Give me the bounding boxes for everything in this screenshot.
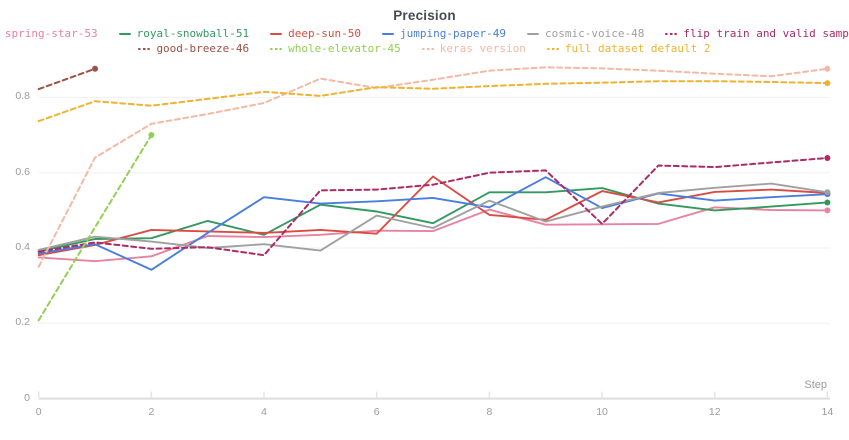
series-endpoint-royal-snowball-51[interactable] bbox=[824, 199, 831, 206]
y-tick-label-0.8: 0.8 bbox=[15, 90, 30, 103]
legend-item-label: deep-sun-50 bbox=[288, 27, 362, 40]
legend-item-whole-elevator-45[interactable]: whole-elevator-45 bbox=[270, 42, 401, 56]
legend-row-1: spring-star-53 royal-snowball-51 deep-sun-… bbox=[0, 27, 849, 41]
legend-item-jumping-paper-49[interactable]: jumping-paper-49 bbox=[382, 27, 506, 41]
y-tick-label-0.4: 0.4 bbox=[15, 241, 30, 253]
legend-row-2: good-breeze-46 whole-elevator-45 keras ver… bbox=[138, 42, 711, 56]
legend-item-royal-snowball-51[interactable]: royal-snowball-51 bbox=[118, 27, 250, 41]
dashed-line-swatch-icon bbox=[665, 32, 678, 36]
x-tick-label-6: 6 bbox=[373, 406, 380, 418]
legend-item-keras-version[interactable]: keras version bbox=[421, 42, 526, 56]
series-line-spring-star-53[interactable] bbox=[37, 206, 829, 263]
chart-title: Precision bbox=[393, 8, 456, 23]
legend-item-label: full dataset default 2 bbox=[564, 42, 711, 55]
series-line-jumping-paper-49[interactable] bbox=[37, 176, 829, 271]
legend-item-cosmic-voice-48[interactable]: cosmic-voice-48 bbox=[527, 27, 644, 41]
series-line-deep-sun-50[interactable] bbox=[37, 175, 829, 257]
series-line-cosmic-voice-48[interactable] bbox=[37, 182, 829, 252]
solid-line-swatch-icon bbox=[382, 32, 395, 36]
legend-item-label: good-breeze-46 bbox=[156, 42, 250, 55]
series-endpoint-good-breeze-46[interactable] bbox=[92, 65, 99, 72]
x-tick-label-12: 12 bbox=[708, 406, 721, 418]
y-tick-label-0.2: 0.2 bbox=[15, 316, 30, 329]
dashed-line-swatch-icon bbox=[421, 47, 434, 51]
x-tick-label-4: 4 bbox=[261, 406, 267, 418]
legend-item-full-dataset-default-2[interactable]: full dataset default 2 bbox=[546, 42, 711, 56]
x-tick-label-0: 0 bbox=[35, 406, 42, 418]
legend-item-flip-train-and-valid-sample[interactable]: flip train and valid sample bbox=[665, 27, 849, 41]
legend-item-label: jumping-paper-49 bbox=[400, 27, 506, 40]
series-line-full-dataset-default-2[interactable] bbox=[37, 80, 829, 123]
dashed-line-swatch-icon bbox=[270, 47, 283, 51]
series-endpoint-whole-elevator-45[interactable] bbox=[148, 132, 155, 139]
series-line-good-breeze-46[interactable] bbox=[37, 67, 96, 91]
series-endpoint-keras-version[interactable] bbox=[824, 65, 831, 72]
legend-item-good-breeze-46[interactable]: good-breeze-46 bbox=[138, 42, 249, 56]
x-tick-label-2: 2 bbox=[148, 406, 155, 418]
x-tick-label-10: 10 bbox=[596, 406, 608, 418]
legend-item-label: royal-snowball-51 bbox=[136, 27, 250, 40]
legend-item-label: whole-elevator-45 bbox=[288, 42, 401, 55]
x-axis-title: Step bbox=[804, 379, 827, 391]
x-tick-label-8: 8 bbox=[486, 406, 493, 418]
legend-item-label: cosmic-voice-48 bbox=[545, 27, 645, 40]
series-endpoint-full-dataset-default-2[interactable] bbox=[824, 80, 831, 87]
legend-item-spring-star-53[interactable]: spring-star-53 bbox=[0, 27, 98, 41]
solid-line-swatch-icon bbox=[527, 32, 539, 36]
series-endpoint-flip-train-and-valid-sample[interactable] bbox=[824, 155, 831, 162]
legend-item-label: flip train and valid sample bbox=[683, 27, 849, 40]
y-tick-label-0: 0 bbox=[24, 391, 30, 404]
legend-item-deep-sun-50[interactable]: deep-sun-50 bbox=[270, 27, 361, 41]
dashed-line-swatch-icon bbox=[546, 47, 559, 51]
series-line-flip-train-and-valid-sample[interactable] bbox=[37, 157, 829, 257]
series-line-whole-elevator-45[interactable] bbox=[37, 134, 153, 322]
series-line-royal-snowball-51[interactable] bbox=[37, 187, 829, 253]
series-endpoint-cosmic-voice-48[interactable] bbox=[824, 189, 831, 196]
legend-item-label: spring-star-53 bbox=[4, 27, 98, 40]
legend-item-label: keras version bbox=[439, 42, 526, 55]
solid-line-swatch-icon bbox=[270, 32, 283, 36]
chart-legend: spring-star-53 royal-snowball-51 deep-sun-… bbox=[0, 27, 849, 56]
y-tick-label-0.6: 0.6 bbox=[15, 165, 30, 178]
series-endpoint-spring-star-53[interactable] bbox=[824, 207, 831, 214]
solid-line-swatch-icon bbox=[118, 32, 131, 36]
dashed-line-swatch-icon bbox=[138, 47, 151, 51]
series-line-keras-version[interactable] bbox=[37, 66, 829, 268]
x-tick-label-14: 14 bbox=[821, 406, 834, 418]
